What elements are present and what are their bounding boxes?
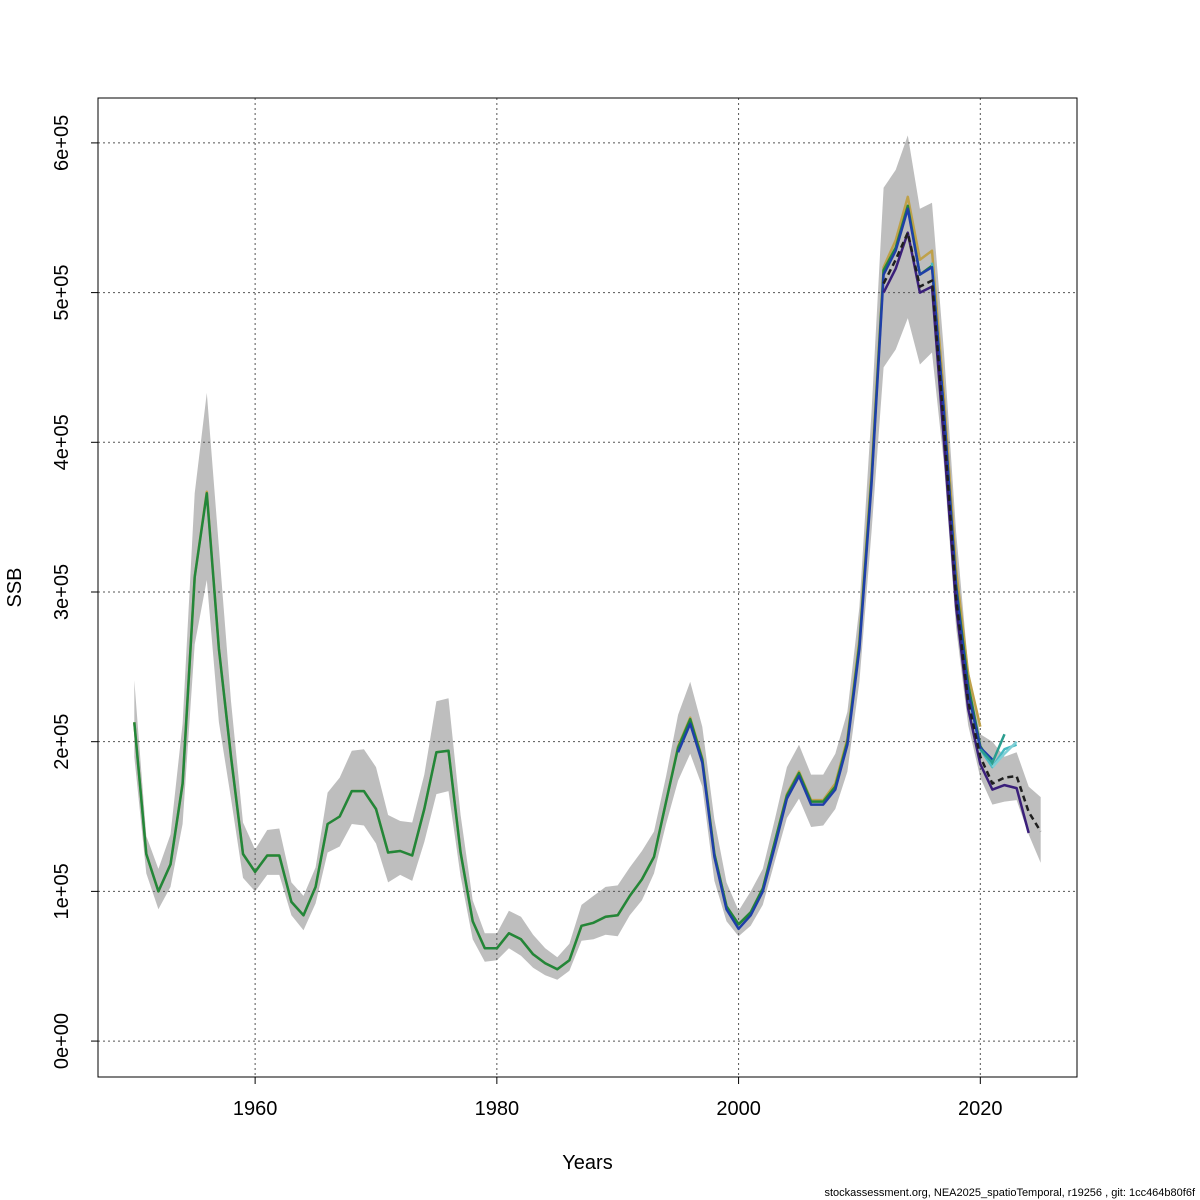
estimate-dashed-line xyxy=(882,231,1042,833)
series-layer xyxy=(133,195,1042,971)
x-axis: 1960 1980 2000 2020 xyxy=(233,1077,1003,1120)
y-axis: 0e+00 1e+05 2e+05 3e+05 4e+05 5e+05 6e+05 xyxy=(51,115,98,1069)
y-tick-label: 2e+05 xyxy=(51,714,73,770)
y-tick-label: 1e+05 xyxy=(51,863,73,919)
series-line-7 xyxy=(991,740,1018,768)
footer-note: stockassessment.org, NEA2025_spatioTempo… xyxy=(824,1187,1195,1199)
series-line-6 xyxy=(979,733,1006,764)
confidence-band-layer xyxy=(134,135,1041,980)
plot-frame xyxy=(97,97,1078,1078)
y-tick-label: 0e+00 xyxy=(51,1013,73,1069)
y-axis-title: SSB xyxy=(4,567,26,607)
grid-layer xyxy=(98,98,1077,1077)
x-axis-title: Years xyxy=(562,1152,612,1174)
confidence-band xyxy=(134,135,1041,980)
x-tick-label: 2000 xyxy=(716,1098,761,1120)
y-tick-label: 5e+05 xyxy=(51,265,73,321)
y-tick-label: 3e+05 xyxy=(51,564,73,620)
y-tick-label: 6e+05 xyxy=(51,115,73,171)
x-tick-label: 2020 xyxy=(958,1098,1003,1120)
y-tick-label: 4e+05 xyxy=(51,414,73,470)
x-tick-label: 1960 xyxy=(233,1098,278,1120)
series-line-3 xyxy=(930,262,1018,769)
series-line-4 xyxy=(676,207,994,931)
x-tick-label: 1980 xyxy=(475,1098,520,1120)
